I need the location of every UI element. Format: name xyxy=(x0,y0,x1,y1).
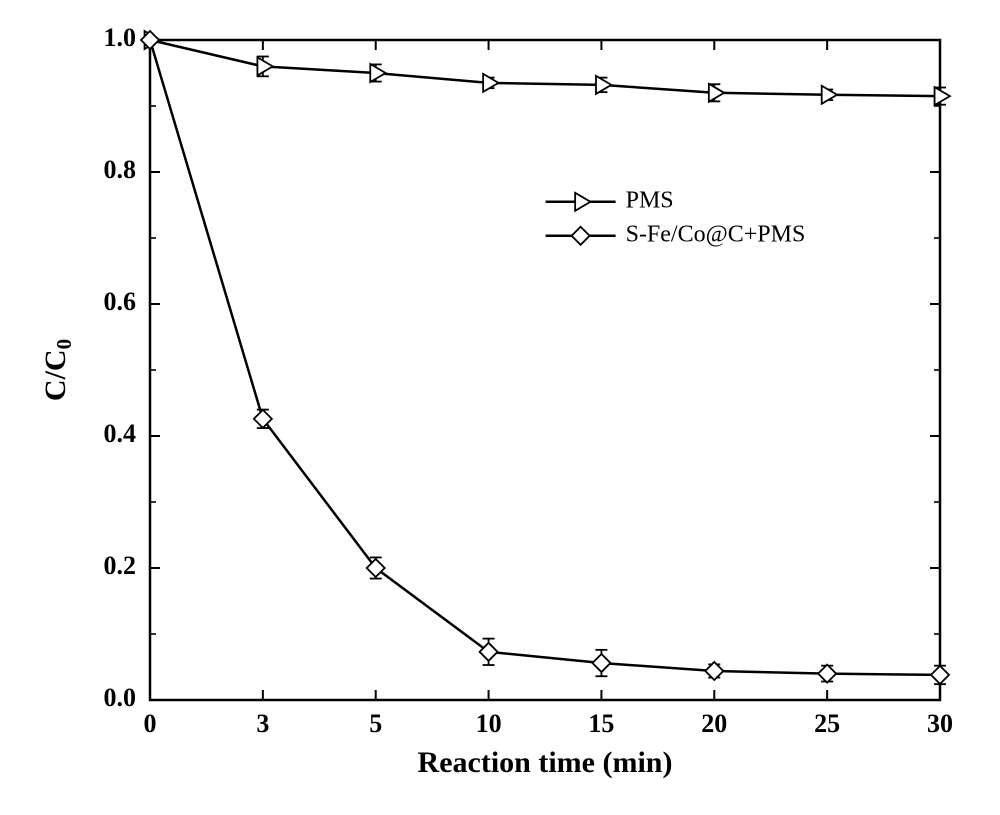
svg-text:Reaction time (min): Reaction time (min) xyxy=(418,746,673,779)
legend-label: S-Fe/Co@C+PMS xyxy=(626,221,806,247)
chart-container: 0.00.20.40.60.81.00351015202530C/C0React… xyxy=(0,0,1000,815)
svg-text:0.2: 0.2 xyxy=(104,551,137,580)
svg-text:10: 10 xyxy=(476,709,502,738)
svg-text:0.0: 0.0 xyxy=(104,683,137,712)
svg-text:0.8: 0.8 xyxy=(104,155,137,184)
svg-text:25: 25 xyxy=(814,709,840,738)
svg-text:0.6: 0.6 xyxy=(104,287,137,316)
svg-text:15: 15 xyxy=(588,709,614,738)
svg-text:3: 3 xyxy=(256,709,269,738)
svg-text:0.4: 0.4 xyxy=(104,419,137,448)
svg-text:5: 5 xyxy=(369,709,382,738)
svg-text:30: 30 xyxy=(927,709,953,738)
chart-svg: 0.00.20.40.60.81.00351015202530C/C0React… xyxy=(0,0,1000,815)
svg-text:0: 0 xyxy=(144,709,157,738)
svg-text:20: 20 xyxy=(701,709,727,738)
legend-label: PMS xyxy=(626,187,674,213)
svg-text:1.0: 1.0 xyxy=(104,23,137,52)
